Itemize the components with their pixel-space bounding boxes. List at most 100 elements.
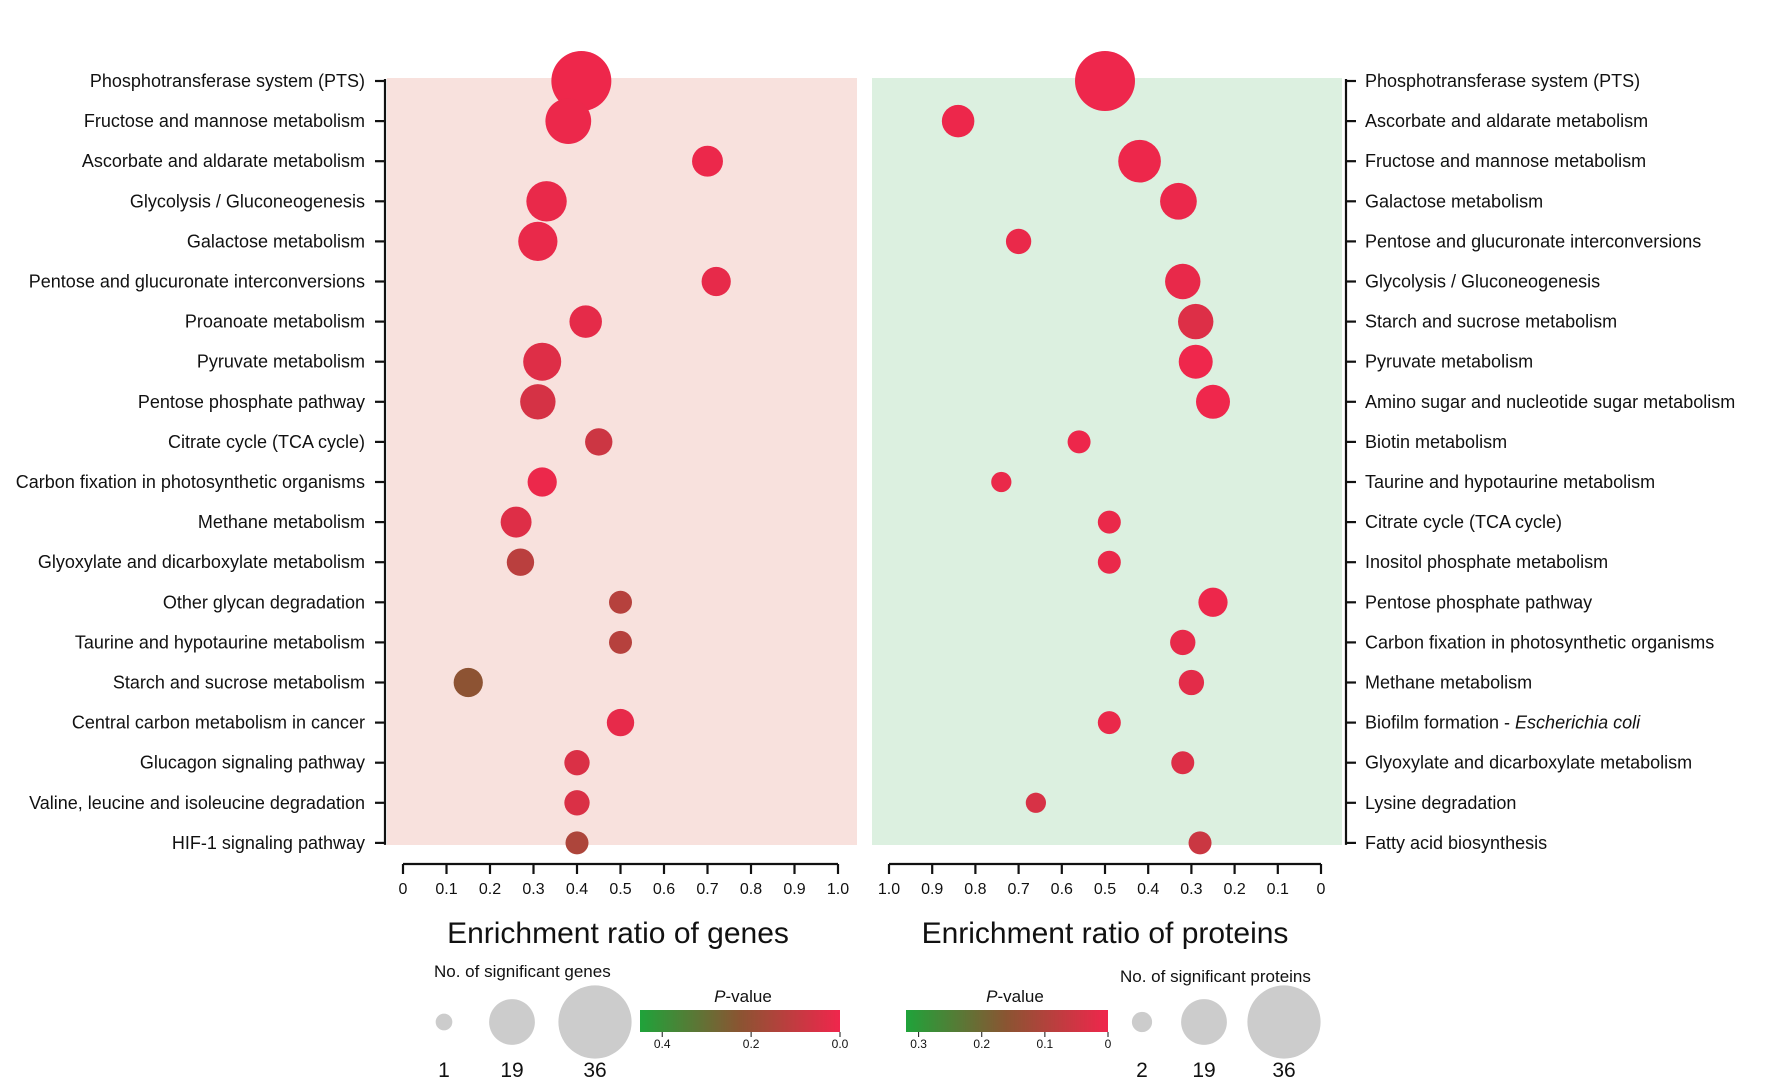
x-tick-label: 0.9 bbox=[921, 881, 943, 898]
size-legend-bubble bbox=[1181, 999, 1227, 1045]
size-legend-bubble bbox=[489, 999, 535, 1045]
data-bubble bbox=[1165, 263, 1201, 300]
size-legend-label: 36 bbox=[1272, 1059, 1295, 1082]
colorbar-tick-label: 0.2 bbox=[743, 1037, 760, 1051]
size-legend-label: 1 bbox=[438, 1059, 450, 1082]
data-bubble bbox=[545, 98, 592, 144]
colorbar-tick-label: 0.2 bbox=[973, 1037, 990, 1051]
x-tick-label: 1.0 bbox=[878, 881, 900, 898]
x-tick-label: 0.4 bbox=[566, 881, 588, 898]
data-bubble bbox=[692, 145, 723, 177]
data-bubble bbox=[941, 104, 975, 138]
x-tick-label: 0.3 bbox=[522, 881, 544, 898]
category-label: Lysine degradation bbox=[1365, 793, 1516, 813]
category-label: Glyoxylate and dicarboxylate metabolism bbox=[1365, 753, 1692, 773]
category-label: Taurine and hypotaurine metabolism bbox=[75, 632, 365, 652]
data-bubble bbox=[551, 51, 612, 111]
category-label: Pentose and glucuronate interconversions bbox=[29, 272, 365, 292]
data-bubble bbox=[506, 548, 535, 576]
category-label: Methane metabolism bbox=[198, 512, 365, 532]
category-label: Pyruvate metabolism bbox=[197, 352, 365, 372]
x-tick-label: 0 bbox=[399, 881, 408, 898]
category-label: Carbon fixation in photosynthetic organi… bbox=[16, 472, 365, 492]
data-bubble bbox=[1075, 51, 1135, 111]
category-label: Glycolysis / Gluconeogenesis bbox=[1365, 272, 1600, 292]
data-bubble bbox=[1198, 587, 1228, 617]
size-legend-label: 19 bbox=[1192, 1059, 1215, 1082]
x-tick-label: 1.0 bbox=[827, 881, 849, 898]
x-tick-label: 0.6 bbox=[1051, 881, 1073, 898]
category-label: Galactose metabolism bbox=[187, 231, 365, 251]
data-bubble bbox=[606, 708, 635, 737]
data-bubble bbox=[701, 266, 731, 297]
category-label: Amino sugar and nucleotide sugar metabol… bbox=[1365, 392, 1735, 412]
data-bubble bbox=[565, 831, 589, 855]
x-tick-label: 0.3 bbox=[1180, 881, 1202, 898]
data-bubble bbox=[1097, 510, 1121, 534]
category-label: Starch and sucrose metabolism bbox=[113, 673, 365, 693]
x-tick-label: 0.1 bbox=[435, 881, 457, 898]
colorbar-tick-label: 0.1 bbox=[1037, 1037, 1054, 1051]
proteins-enrichment-panel: Phosphotransferase system (PTS) Ascorbate… bbox=[872, 51, 1735, 950]
size-legend-bubble bbox=[558, 985, 632, 1059]
size-legend-title: No. of significant genes bbox=[434, 962, 611, 981]
category-label: Ascorbate and aldarate metabolism bbox=[1365, 111, 1648, 131]
category-label: Fructose and mannose metabolism bbox=[1365, 151, 1646, 171]
category-label: Valine, leucine and isoleucine degradati… bbox=[29, 793, 365, 813]
x-tick-label: 0.4 bbox=[1137, 881, 1159, 898]
x-tick-label: 0.2 bbox=[479, 881, 501, 898]
category-label: Citrate cycle (TCA cycle) bbox=[168, 432, 365, 452]
data-bubble bbox=[564, 790, 590, 816]
category-label: Starch and sucrose metabolism bbox=[1365, 312, 1617, 332]
pvalue-colorbar bbox=[640, 1010, 840, 1032]
size-legend-bubble bbox=[435, 1013, 453, 1031]
x-tick-label: 0.5 bbox=[1094, 881, 1116, 898]
data-bubble bbox=[564, 750, 590, 776]
proteins-legend: No. of significant proteins 2 19 36 P-value 0… bbox=[906, 967, 1321, 1082]
data-bubble bbox=[523, 342, 562, 381]
category-label: Biotin metabolism bbox=[1365, 432, 1507, 452]
x-tick-label: 0.6 bbox=[653, 881, 675, 898]
data-bubble bbox=[1178, 669, 1205, 696]
data-bubble bbox=[1171, 751, 1195, 775]
category-label: Inositol phosphate metabolism bbox=[1365, 552, 1608, 572]
data-bubble bbox=[1097, 550, 1121, 574]
data-bubble bbox=[1178, 303, 1214, 340]
data-bubble bbox=[527, 467, 557, 497]
category-label: Glucagon signaling pathway bbox=[140, 753, 365, 773]
category-label: Ascorbate and aldarate metabolism bbox=[82, 151, 365, 171]
data-bubble bbox=[991, 471, 1012, 493]
category-label: Fatty acid biosynthesis bbox=[1365, 833, 1547, 853]
genes-enrichment-panel: Phosphotransferase system (PTS) Fructose … bbox=[16, 51, 857, 950]
category-label: Carbon fixation in photosynthetic organi… bbox=[1365, 632, 1714, 652]
data-bubble bbox=[608, 630, 633, 654]
size-legend-title: No. of significant proteins bbox=[1120, 967, 1311, 986]
colorbar-tick-label: 0.4 bbox=[654, 1037, 671, 1051]
category-label: Phosphotransferase system (PTS) bbox=[90, 71, 365, 91]
size-legend-label: 2 bbox=[1136, 1059, 1148, 1082]
category-label: HIF-1 signaling pathway bbox=[172, 833, 365, 853]
x-tick-label: 0.2 bbox=[1223, 881, 1245, 898]
data-bubble bbox=[1170, 629, 1196, 656]
size-legend-bubble bbox=[1247, 985, 1321, 1059]
category-label: Fructose and mannose metabolism bbox=[84, 111, 365, 131]
category-label: Pentose phosphate pathway bbox=[138, 392, 365, 412]
x-tick-label: 0.8 bbox=[740, 881, 762, 898]
data-bubble bbox=[585, 428, 613, 456]
x-tick-label: 0.9 bbox=[783, 881, 805, 898]
size-legend-label: 36 bbox=[583, 1059, 606, 1082]
colorbar-tick-label: 0.3 bbox=[910, 1037, 927, 1051]
x-axis-title: Enrichment ratio of genes bbox=[447, 917, 789, 950]
x-tick-label: 0.1 bbox=[1267, 881, 1289, 898]
data-bubble bbox=[1188, 831, 1212, 855]
x-axis-title: Enrichment ratio of proteins bbox=[922, 917, 1289, 950]
data-bubble bbox=[518, 221, 558, 262]
category-label: Central carbon metabolism in cancer bbox=[72, 713, 365, 733]
colorbar-tick-label: 0.0 bbox=[832, 1037, 849, 1051]
genes-legend: No. of significant genes 1 19 36 P-value 0.4 0… bbox=[434, 962, 849, 1082]
x-tick-label: 0.7 bbox=[1007, 881, 1029, 898]
data-bubble bbox=[500, 506, 532, 538]
data-bubble bbox=[1005, 228, 1032, 255]
size-legend-bubble bbox=[1131, 1011, 1153, 1033]
